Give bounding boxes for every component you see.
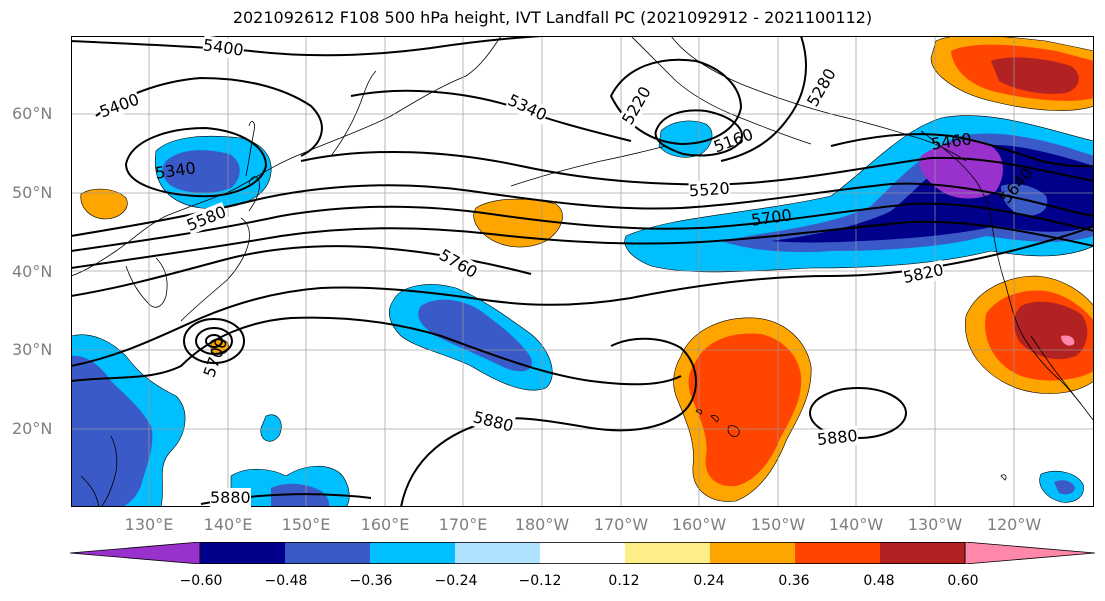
contour-label-5700-typhoon: 5700 bbox=[199, 335, 232, 380]
field-shading-positive bbox=[80, 36, 1094, 502]
contour-label-5580: 5580 bbox=[183, 202, 229, 235]
colorbar-tick-036: 0.36 bbox=[778, 573, 810, 589]
lon-label-130e: 130°E bbox=[124, 515, 174, 534]
contour-label-5340-left: 5340 bbox=[153, 158, 197, 183]
colorbar-segment-4 bbox=[455, 542, 541, 564]
colorbar-segment-6 bbox=[625, 542, 711, 564]
contour-label-5880-center: 5880 bbox=[471, 407, 516, 436]
colorbar-segment-8 bbox=[795, 542, 881, 564]
contour-label-5880-sw: 5880 bbox=[210, 488, 251, 507]
contour-label-5640: 5640 bbox=[995, 163, 1037, 208]
colorbar-extension-high bbox=[964, 542, 1095, 564]
lon-label-180w: 180°W bbox=[514, 515, 570, 534]
colorbar-tick-neg060: −0.60 bbox=[179, 573, 223, 589]
colorbar-segment-3 bbox=[370, 542, 456, 564]
contour-label-5160: 5160 bbox=[710, 124, 756, 157]
colorbar-segment-1 bbox=[200, 542, 286, 564]
coastlines bbox=[71, 36, 1094, 507]
colorbar-segment-2 bbox=[285, 542, 371, 564]
lon-label-160e: 160°E bbox=[360, 515, 410, 534]
contour-label-5700: 5700 bbox=[749, 205, 793, 230]
contour-label-layer: 5400 5400 5340 5340 5220 5280 5160 5460 … bbox=[71, 35, 1094, 507]
map-title: 2021092612 F108 500 hPa height, IVT Land… bbox=[232, 8, 873, 27]
contour-label-5400-top: 5400 bbox=[201, 35, 245, 60]
contour-label-5400-left: 5400 bbox=[96, 89, 142, 122]
colorbar-outline bbox=[199, 542, 966, 564]
lat-label-20n: 20°N bbox=[12, 419, 53, 438]
lat-label-30n: 30°N bbox=[12, 340, 53, 359]
colorbar bbox=[70, 542, 1095, 564]
contour-label-5340-mid: 5340 bbox=[504, 90, 550, 125]
colorbar-tick-neg036: −0.36 bbox=[349, 573, 393, 589]
contour-label-5220: 5220 bbox=[617, 83, 655, 128]
lon-label-130w: 130°W bbox=[907, 515, 963, 534]
lat-label-50n: 50°N bbox=[12, 183, 53, 202]
colorbar-segment-9 bbox=[880, 542, 966, 564]
colorbar-tick-neg024: −0.24 bbox=[434, 573, 478, 589]
colorbar-tick-060: 0.60 bbox=[947, 573, 979, 589]
colorbar-segment-5 bbox=[540, 542, 626, 564]
colorbar-segment-7 bbox=[710, 542, 796, 564]
lon-label-140w: 140°W bbox=[828, 515, 884, 534]
colorbar-extension-low bbox=[70, 542, 201, 564]
height-contours bbox=[71, 36, 1094, 507]
lat-label-40n: 40°N bbox=[12, 262, 53, 281]
lon-label-150w: 150°W bbox=[750, 515, 806, 534]
colorbar-tick-neg012: −0.12 bbox=[518, 573, 562, 589]
contour-label-5520: 5520 bbox=[688, 178, 731, 201]
lon-label-150e: 150°E bbox=[281, 515, 331, 534]
lon-label-170e: 170°E bbox=[438, 515, 488, 534]
contour-label-5280: 5280 bbox=[802, 65, 840, 110]
lon-label-170w: 170°W bbox=[593, 515, 649, 534]
colorbar-tick-024: 0.24 bbox=[693, 573, 725, 589]
contour-label-5760: 5760 bbox=[435, 245, 481, 282]
contour-label-5820: 5820 bbox=[901, 259, 946, 288]
colorbar-tick-012: 0.12 bbox=[608, 573, 640, 589]
lon-label-160w: 160°W bbox=[671, 515, 727, 534]
colorbar-tick-048: 0.48 bbox=[863, 573, 895, 589]
contour-label-5880-east: 5880 bbox=[816, 425, 859, 450]
lat-label-60n: 60°N bbox=[12, 104, 53, 123]
lon-label-120w: 120°W bbox=[986, 515, 1042, 534]
contour-label-5460: 5460 bbox=[929, 129, 973, 154]
lon-label-140e: 140°E bbox=[203, 515, 253, 534]
colorbar-tick-neg048: −0.48 bbox=[264, 573, 308, 589]
